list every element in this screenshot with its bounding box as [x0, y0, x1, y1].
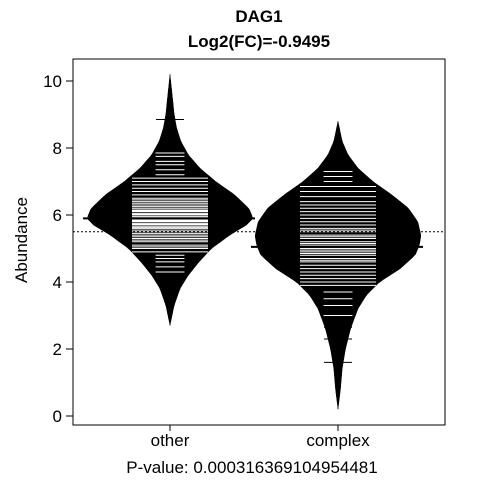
y-tick-label: 8 [53, 139, 62, 158]
x-tick-label-other: other [151, 431, 190, 450]
chart-subtitle: Log2(FC)=-0.9495 [188, 32, 330, 51]
y-tick-label: 10 [43, 72, 62, 91]
y-tick-label: 2 [53, 340, 62, 359]
x-tick-label-complex: complex [306, 431, 370, 450]
x-axis: other complex [151, 425, 370, 450]
beans-layer [83, 74, 423, 410]
bean-other [83, 74, 255, 326]
chart-title: DAG1 [235, 7, 282, 26]
y-tick-label: 4 [53, 273, 62, 292]
x-axis-label: P-value: 0.000316369104954481 [126, 458, 377, 477]
y-axis: 0 2 4 6 8 10 [43, 72, 73, 426]
plot-frame [72, 58, 446, 426]
bean-complex [251, 121, 423, 410]
y-tick-label: 0 [53, 407, 62, 426]
y-tick-label: 6 [53, 206, 62, 225]
y-axis-label: Abundance [12, 197, 31, 283]
